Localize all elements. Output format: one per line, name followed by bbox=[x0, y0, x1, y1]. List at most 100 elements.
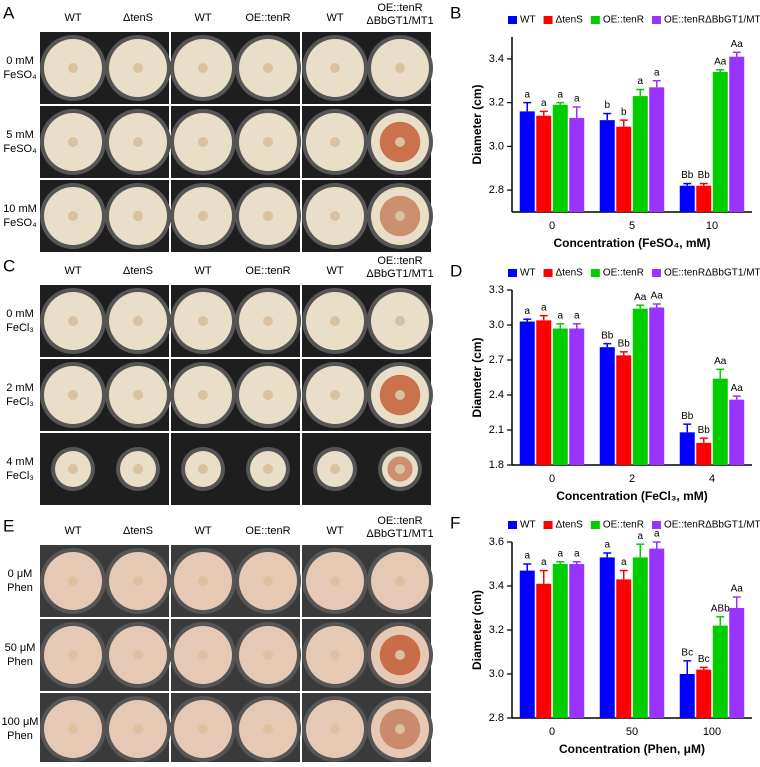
legend-label: OE::tenR bbox=[603, 15, 644, 26]
bar bbox=[536, 320, 552, 465]
significance-label: a bbox=[654, 529, 660, 540]
colony-center bbox=[395, 650, 405, 660]
significance-label: a bbox=[574, 94, 580, 105]
row-label: 0 mM bbox=[6, 308, 34, 320]
bar bbox=[552, 564, 568, 718]
bar bbox=[569, 117, 585, 212]
column-label: ΔtenS bbox=[123, 12, 153, 24]
row-label: 4 mM bbox=[6, 456, 34, 468]
row-label: FeSO₄ bbox=[3, 69, 37, 81]
legend-label: OE::tenR bbox=[603, 520, 644, 531]
significance-label: a bbox=[621, 557, 627, 568]
x-tick-label: 2 bbox=[629, 473, 635, 485]
colony-center bbox=[330, 316, 340, 326]
colony-center bbox=[133, 316, 143, 326]
row-label: 5 mM bbox=[6, 129, 34, 141]
colony-center bbox=[198, 464, 208, 474]
colony-center bbox=[263, 211, 273, 221]
colony-center bbox=[198, 137, 208, 147]
row-label: Phen bbox=[7, 582, 33, 594]
legend-label: OE::tenRΔBbGT1/MT1 bbox=[664, 268, 760, 279]
colony-center bbox=[68, 137, 78, 147]
y-tick-label: 2.8 bbox=[489, 712, 504, 724]
column-label: WT bbox=[326, 12, 343, 24]
colony-center bbox=[198, 724, 208, 734]
y-tick-label: 3.2 bbox=[489, 624, 504, 636]
significance-label: Aa bbox=[714, 56, 727, 67]
panel-letter: D bbox=[450, 261, 462, 280]
y-axis-label: Diameter (cm) bbox=[470, 337, 484, 417]
significance-label: b bbox=[621, 107, 627, 118]
colony-center bbox=[198, 390, 208, 400]
colony-center bbox=[395, 724, 405, 734]
bar bbox=[616, 579, 632, 718]
row-label: 50 μM bbox=[5, 642, 36, 654]
significance-label: a bbox=[524, 89, 530, 100]
colony-center bbox=[263, 63, 273, 73]
colony-center bbox=[395, 316, 405, 326]
significance-label: Bb bbox=[601, 330, 614, 341]
x-axis-label: Concentration (Phen, μM) bbox=[559, 742, 705, 756]
colony-center bbox=[330, 63, 340, 73]
bar bbox=[696, 669, 712, 718]
significance-label: Aa bbox=[634, 292, 647, 303]
significance-label: a bbox=[604, 540, 610, 551]
legend-swatch bbox=[543, 16, 553, 24]
colony-center bbox=[395, 211, 405, 221]
colony-center bbox=[395, 576, 405, 586]
legend-swatch bbox=[543, 269, 553, 277]
significance-label: Bb bbox=[698, 170, 711, 181]
y-axis-label: Diameter (cm) bbox=[470, 84, 484, 164]
y-tick-label: 2.4 bbox=[489, 389, 504, 401]
column-label: WT bbox=[194, 12, 211, 24]
colony-center bbox=[198, 63, 208, 73]
colony-center bbox=[133, 211, 143, 221]
colony-center bbox=[263, 316, 273, 326]
panel-letter: F bbox=[450, 513, 460, 532]
row-label: FeSO₄ bbox=[3, 143, 37, 155]
colony-center bbox=[263, 137, 273, 147]
row-label: Phen bbox=[7, 656, 33, 668]
colony-center bbox=[263, 390, 273, 400]
row-label: FeCl₃ bbox=[6, 322, 34, 334]
x-tick-label: 5 bbox=[629, 220, 635, 232]
colony-center bbox=[133, 576, 143, 586]
x-tick-label: 0 bbox=[549, 473, 555, 485]
significance-label: a bbox=[637, 76, 643, 87]
legend-label: ΔtenS bbox=[556, 520, 584, 531]
significance-label: ABb bbox=[711, 603, 730, 614]
x-tick-label: 0 bbox=[549, 726, 555, 738]
significance-label: Bc bbox=[698, 654, 710, 665]
column-label: ΔBbGT1/MT1 bbox=[366, 268, 433, 280]
significance-label: a bbox=[637, 531, 643, 542]
colony-center bbox=[330, 464, 340, 474]
colony-center bbox=[68, 316, 78, 326]
bar bbox=[552, 104, 568, 212]
y-tick-label: 3.4 bbox=[489, 580, 504, 592]
colony-center bbox=[133, 650, 143, 660]
significance-label: a bbox=[524, 306, 530, 317]
bar bbox=[536, 115, 552, 212]
column-label: ΔtenS bbox=[123, 265, 153, 277]
significance-label: Aa bbox=[651, 291, 664, 302]
column-label: ΔBbGT1/MT1 bbox=[366, 15, 433, 27]
y-tick-label: 3.6 bbox=[489, 536, 504, 548]
x-axis-label: Concentration (FeCl₃, mM) bbox=[556, 489, 708, 503]
bar bbox=[649, 548, 665, 718]
bar bbox=[569, 564, 585, 718]
legend-label: OE::tenRΔBbGT1/MT1 bbox=[664, 520, 760, 531]
colony-center bbox=[68, 576, 78, 586]
row-label: 10 mM bbox=[3, 203, 37, 215]
colony-center bbox=[395, 63, 405, 73]
colony-center bbox=[133, 390, 143, 400]
y-tick-label: 2.1 bbox=[489, 424, 504, 436]
x-tick-label: 50 bbox=[626, 726, 638, 738]
bar bbox=[729, 399, 745, 465]
bar bbox=[616, 126, 632, 212]
row-label: 2 mM bbox=[6, 382, 34, 394]
bar bbox=[632, 557, 648, 718]
colony-center bbox=[330, 211, 340, 221]
x-tick-label: 0 bbox=[549, 220, 555, 232]
colony-center bbox=[330, 724, 340, 734]
